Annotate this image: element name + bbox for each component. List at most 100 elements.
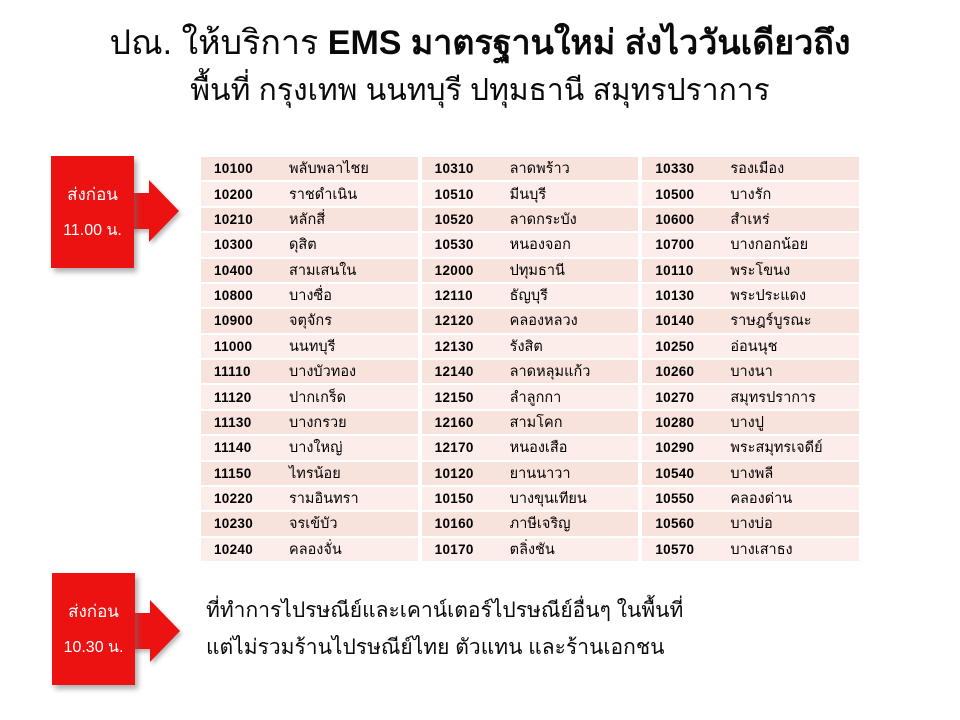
postal-code: 10150	[434, 491, 474, 507]
postal-code: 11000	[214, 338, 253, 354]
postal-code: 10240	[214, 541, 254, 557]
table-cell-group: 10280 บางปู	[642, 410, 859, 435]
postal-code: 12000	[434, 262, 474, 278]
postal-code: 10570	[655, 541, 695, 557]
district-name: ตลิ่งชัน	[509, 541, 555, 558]
postal-code: 10400	[214, 262, 254, 278]
postal-code: 10330	[655, 161, 695, 177]
district-name: สามโคก	[509, 414, 563, 431]
table-cell-group: 10100 พลับพลาไชย	[201, 157, 418, 181]
table-row: 10210 หลักสี่ 10520 ลาดกระบัง 10600 สำเหร่	[201, 207, 859, 232]
table-cell-group: 12110 ธัญบุรี	[421, 283, 639, 308]
table-cell-group: 12160 สามโคก	[421, 410, 639, 435]
district-name: พระโขนง	[730, 262, 791, 279]
postal-code: 10130	[655, 288, 695, 304]
table-row: 11120 ปากเกร็ด 12150 ลำลูกกา 10270 สมุทรปรากา…	[201, 385, 859, 409]
postal-code: 10280	[655, 414, 695, 430]
table-cell-group: 10290 พระสมุทรเจดีย์	[642, 436, 859, 460]
postal-code: 10160	[434, 516, 474, 532]
arrow-body	[129, 193, 149, 229]
table-cell-group: 10550 คลองด่าน	[642, 486, 859, 511]
table-cell-group: 11120 ปากเกร็ด	[201, 385, 418, 409]
table-cell-group: 10510 มีนบุรี	[421, 182, 639, 206]
postal-code: 10250	[655, 338, 695, 354]
postal-code: 10110	[655, 262, 694, 278]
district-name: คลองหลวง	[509, 313, 578, 330]
table-cell-group: 10900 จตุจักร	[201, 309, 418, 333]
postal-code: 10120	[434, 465, 474, 481]
cutoff-badge-11-00: ส่งก่อน 11.00 น.	[51, 156, 179, 268]
postal-code: 12140	[434, 364, 474, 380]
district-name: สำเหร่	[730, 211, 770, 228]
postal-code: 10900	[214, 313, 254, 329]
district-name: รังสิต	[509, 338, 543, 355]
district-name: บางนา	[730, 364, 773, 381]
district-name: ราชดำเนิน	[289, 186, 358, 203]
postal-code: 10800	[214, 288, 254, 304]
cutoff-badge-box: ส่งก่อน 11.00 น.	[51, 156, 134, 268]
postal-code: 12150	[434, 389, 474, 405]
district-name: นนทบุรี	[289, 338, 336, 355]
table-row: 10800 บางซื่อ 12110 ธัญบุรี 10130 พระประแดง	[201, 283, 859, 308]
slide-title: ปณ. ให้บริการ EMS มาตรฐานใหม่ ส่งไววันเด…	[0, 22, 960, 109]
right-arrow-icon	[129, 180, 179, 242]
table-cell-group: 10520 ลาดกระบัง	[421, 207, 639, 232]
table-cell-group: 10250 อ่อนนุช	[642, 334, 859, 358]
district-name: ไทรน้อย	[289, 465, 341, 482]
postal-code: 10290	[655, 440, 695, 456]
postal-code: 12160	[434, 414, 474, 430]
postal-code: 10600	[655, 211, 695, 227]
district-name: สมุทรปราการ	[730, 389, 816, 406]
postal-code: 10140	[655, 313, 695, 329]
postal-code: 10200	[214, 186, 254, 202]
table-cell-group: 10220 รามอินทรา	[201, 486, 418, 511]
district-name: บางซื่อ	[289, 288, 332, 305]
postal-code: 12130	[434, 338, 474, 354]
table-cell-group: 10600 สำเหร่	[642, 207, 859, 232]
postal-code: 10510	[434, 186, 474, 202]
table-cell-group: 10540 บางพลี	[642, 461, 859, 485]
footnote: ที่ทำการไปรษณีย์และเคาน์เตอร์ไปรษณีย์อื่…	[206, 592, 683, 666]
district-name: คลองจั่น	[289, 541, 342, 558]
district-name: หนองเสือ	[509, 440, 568, 457]
table-cell-group: 10560 บางบ่อ	[642, 512, 859, 536]
table-cell-group: 12120 คลองหลวง	[421, 309, 639, 333]
title-line-1: ปณ. ให้บริการ EMS มาตรฐานใหม่ ส่งไววันเด…	[0, 22, 960, 65]
table-cell-group: 10800 บางซื่อ	[201, 283, 418, 308]
district-name: ยานนาวา	[509, 465, 571, 482]
badge-label: ส่งก่อน	[67, 185, 118, 204]
table-row: 10220 รามอินทรา 10150 บางขุนเทียน 10550 คลองด…	[201, 486, 859, 511]
district-name: บางกอกน้อย	[730, 237, 809, 254]
arrow-body	[130, 613, 150, 649]
table-row: 11140 บางใหญ่ 12170 หนองเสือ 10290 พระสมุทรเจ…	[201, 436, 859, 460]
table-cell-group: 10300 ดุสิต	[201, 233, 418, 257]
district-name: พระประแดง	[730, 288, 807, 305]
badge-label: ส่งก่อน	[68, 602, 119, 621]
table-cell-group: 10570 บางเสาธง	[642, 537, 859, 561]
cutoff-badge-box: ส่งก่อน 10.30 น.	[52, 573, 135, 685]
postal-code: 10230	[214, 516, 254, 532]
table-cell-group: 10200 ราชดำเนิน	[201, 182, 418, 206]
postal-code: 11120	[214, 389, 252, 405]
table-cell-group: 12140 ลาดหลุมแก้ว	[421, 360, 639, 384]
table-row: 11130 บางกรวย 12160 สามโคก 10280 บางปู	[201, 410, 859, 435]
district-name: ลาดกระบัง	[509, 211, 577, 228]
postal-code: 12110	[434, 288, 473, 304]
district-name: บางรัก	[730, 186, 772, 203]
district-name: บางปู	[730, 414, 764, 431]
title-regular-part: ปณ. ให้บริการ	[109, 24, 328, 62]
table-row: 10900 จตุจักร 12120 คลองหลวง 10140 ราษฎร์บูรณ…	[201, 309, 859, 333]
table-cell-group: 10120 ยานนาวา	[421, 461, 639, 485]
table-cell-group: 10330 รองเมือง	[642, 157, 859, 181]
district-name: ลาดพร้าว	[509, 161, 570, 178]
table-cell-group: 10500 บางรัก	[642, 182, 859, 206]
postal-code: 10530	[434, 237, 474, 253]
title-line-2: พื้นที่ กรุงเทพ นนทบุรี ปทุมธานี สมุทรปร…	[190, 73, 770, 107]
postal-code: 10500	[655, 186, 695, 202]
table-cell-group: 10310 ลาดพร้าว	[421, 157, 639, 181]
table-row: 10100 พลับพลาไชย 10310 ลาดพร้าว 10330 รองเมือ…	[201, 157, 859, 181]
district-name: จรเข้บัว	[289, 516, 338, 533]
table-row: 10300 ดุสิต 10530 หนองจอก 10700 บางกอกน้อย	[201, 233, 859, 257]
postal-code: 10310	[434, 161, 474, 177]
arrow-head	[150, 600, 180, 662]
